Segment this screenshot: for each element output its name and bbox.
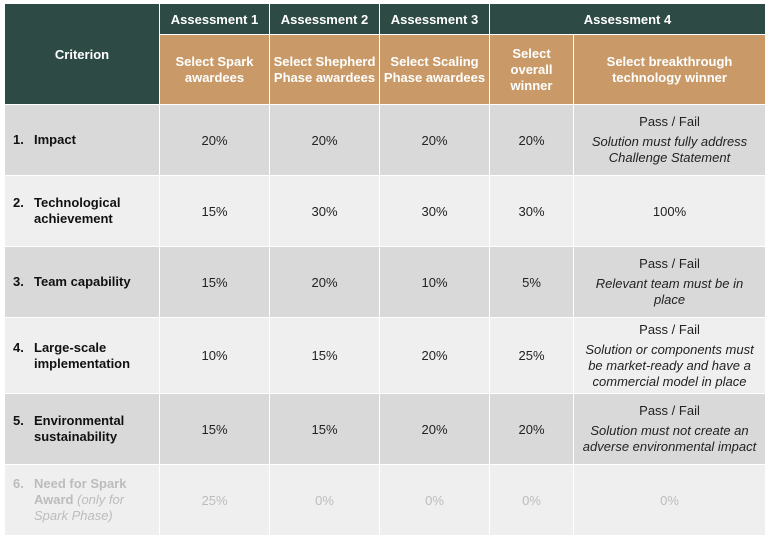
weight-cell: 10% xyxy=(379,246,490,318)
weight-cell: 15% xyxy=(269,317,380,394)
weight-cell: 15% xyxy=(159,393,270,465)
criterion-cell: 3. Team capability xyxy=(4,246,160,318)
weight-cell: 25% xyxy=(489,317,574,394)
criterion-number: 4. xyxy=(13,339,24,355)
weight-cell: 30% xyxy=(489,175,574,247)
criterion-label: Large-scale implementation xyxy=(34,339,131,371)
breakthrough-cell: Pass / Fail Solution or components must … xyxy=(572,317,767,394)
assessment-1-header: Assessment 1 xyxy=(159,3,270,35)
subheader-spark-awardees: Select Spark awardees xyxy=(159,34,270,105)
table-row: 6. Need for Spark Award (only for Spark Pha… xyxy=(4,464,767,536)
pass-fail-label: Pass / Fail xyxy=(639,114,700,129)
criterion-cell: 2. Technological achievement xyxy=(4,175,160,247)
breakthrough-cell: Pass / Fail Relevant team must be in pla… xyxy=(572,246,767,318)
pass-fail-note: Relevant team must be in place xyxy=(595,276,744,307)
subheader-overall-winner: Select overall winner xyxy=(489,34,574,105)
criterion-cell: 5. Environmental sustainability xyxy=(4,393,160,465)
criterion-label: Team capability xyxy=(34,274,131,289)
pass-fail-note: Solution must fully address Challenge St… xyxy=(591,134,748,165)
assessment-criteria-table: Criterion Assessment 1 Assessment 2 Asse… xyxy=(4,3,767,536)
table-row: 3. Team capability 15% 20% 10% 5% Pass / … xyxy=(4,246,767,318)
pass-fail-label: Pass / Fail xyxy=(639,403,700,418)
criterion-label-block: Need for Spark Award (only for Spark Phase… xyxy=(34,476,152,524)
weight-cell: 20% xyxy=(269,104,380,176)
weight-cell: 15% xyxy=(269,393,380,465)
weight-cell: 20% xyxy=(379,393,490,465)
weight-cell: 20% xyxy=(269,246,380,318)
weight-cell: 5% xyxy=(489,246,574,318)
breakthrough-cell: Pass / Fail Solution must not create an … xyxy=(572,393,767,465)
weight-cell: 0% xyxy=(379,464,490,536)
assessment-2-header: Assessment 2 xyxy=(269,3,380,35)
criterion-qualifier-cont: Spark Phase) xyxy=(34,508,113,523)
table-row: 4. Large-scale implementation 10% 15% 20%… xyxy=(4,317,767,394)
pass-fail-label: Pass / Fail xyxy=(639,321,700,337)
assessment-4-header: Assessment 4 xyxy=(488,3,767,35)
table-row: 1. Impact 20% 20% 20% 20% Pass / Fail Sol… xyxy=(4,104,767,176)
weight-cell: 0% xyxy=(269,464,380,536)
subheader-scaling-awardees: Select Scaling Phase awardees xyxy=(379,34,490,105)
weight-cell: 15% xyxy=(159,246,270,318)
weight-cell: 25% xyxy=(159,464,270,536)
breakthrough-cell: Pass / Fail Solution must fully address … xyxy=(572,104,767,176)
criterion-cell: 1. Impact xyxy=(4,104,160,176)
weight-cell: 20% xyxy=(489,104,574,176)
weight-cell: 20% xyxy=(489,393,574,465)
subheader-breakthrough-winner: Select breakthrough technology winner xyxy=(572,34,767,105)
pass-fail-note: Solution or components must be market-re… xyxy=(585,341,754,389)
criterion-qualifier: (only for xyxy=(77,492,125,507)
weight-cell: 15% xyxy=(159,175,270,247)
breakthrough-cell: 0% xyxy=(572,464,767,536)
weight-cell: 20% xyxy=(379,104,490,176)
weight-cell: 30% xyxy=(269,175,380,247)
table-row: 5. Environmental sustainability 15% 15% 2… xyxy=(4,393,767,465)
assessment-3-header: Assessment 3 xyxy=(379,3,490,35)
weight-cell: 10% xyxy=(159,317,270,394)
criterion-number: 6. xyxy=(13,476,24,491)
breakthrough-cell: 100% xyxy=(572,175,767,247)
subheader-shepherd-awardees: Select Shepherd Phase awardees xyxy=(269,34,380,105)
criterion-label: Technological achievement xyxy=(34,195,121,226)
criteria-table-container: Criterion Assessment 1 Assessment 2 Asse… xyxy=(4,3,767,537)
criterion-cell: 4. Large-scale implementation xyxy=(4,317,160,394)
criterion-number: 5. xyxy=(13,413,24,428)
criterion-label: Need for Spark xyxy=(34,476,127,491)
weight-cell: 0% xyxy=(489,464,574,536)
criterion-number: 1. xyxy=(13,132,24,147)
criterion-number: 2. xyxy=(13,195,24,210)
pass-fail-label: Pass / Fail xyxy=(639,256,700,271)
criterion-cell: 6. Need for Spark Award (only for Spark Pha… xyxy=(4,464,160,536)
criterion-label-cont: Award xyxy=(34,492,74,507)
weight-cell: 20% xyxy=(379,317,490,394)
table-row: 2. Technological achievement 15% 30% 30% … xyxy=(4,175,767,247)
criterion-header: Criterion xyxy=(4,3,160,105)
pass-fail-note: Solution must not create an adverse envi… xyxy=(582,423,757,454)
criterion-label: Environmental sustainability xyxy=(34,413,125,444)
weight-cell: 30% xyxy=(379,175,490,247)
weight-cell: 20% xyxy=(159,104,270,176)
criterion-number: 3. xyxy=(13,274,24,289)
criterion-label: Impact xyxy=(34,132,76,147)
